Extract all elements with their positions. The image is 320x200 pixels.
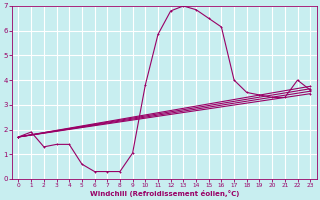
X-axis label: Windchill (Refroidissement éolien,°C): Windchill (Refroidissement éolien,°C) xyxy=(90,190,239,197)
